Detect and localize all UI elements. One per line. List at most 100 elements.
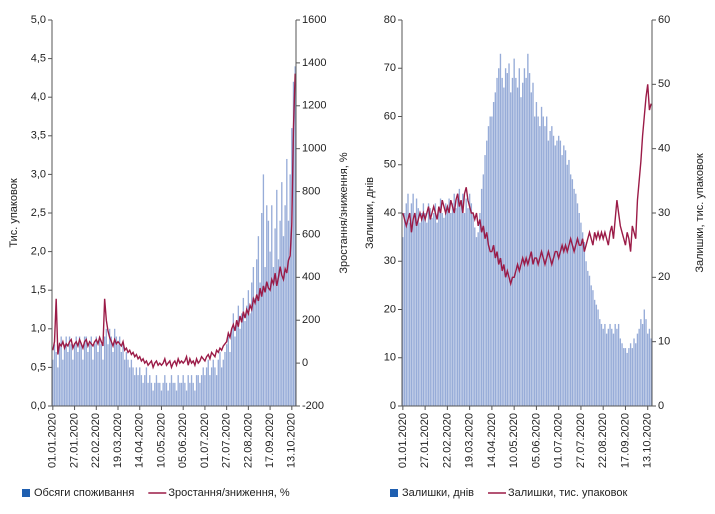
bar <box>641 323 644 406</box>
bar <box>142 382 144 406</box>
bar <box>155 375 158 406</box>
bar <box>530 92 532 406</box>
legend-label: Обсяги споживання <box>34 487 134 499</box>
bar <box>130 359 133 406</box>
bar <box>249 313 251 406</box>
bar <box>547 140 550 406</box>
y2-tick-label: 1000 <box>302 143 326 155</box>
bar <box>475 237 478 406</box>
bar <box>274 228 276 406</box>
y2-tick-label: 10 <box>658 336 670 348</box>
bar <box>220 367 223 406</box>
bar <box>140 375 143 406</box>
bar <box>417 208 419 406</box>
y-tick-label: 0 <box>390 400 396 412</box>
x-tick-label: 27.01.2020 <box>68 413 80 468</box>
bar <box>561 155 563 406</box>
bar <box>611 328 613 406</box>
bar <box>65 336 67 406</box>
y2-tick-label: 1600 <box>302 14 326 26</box>
bar <box>227 336 229 406</box>
bar <box>605 333 608 406</box>
y2-tick-label: 800 <box>302 185 320 197</box>
bar <box>563 145 565 406</box>
y2-tick-label: 30 <box>658 207 670 219</box>
bar <box>525 77 527 407</box>
bar <box>619 338 622 406</box>
bar <box>491 116 493 406</box>
bar <box>212 359 214 406</box>
bar <box>451 203 454 406</box>
bar <box>279 220 281 406</box>
bar <box>415 198 418 406</box>
y-tick-label: 50 <box>384 159 396 171</box>
bar <box>487 126 490 407</box>
x-tick-label: 22.02.2020 <box>90 413 102 468</box>
bar <box>458 188 461 406</box>
bar <box>429 208 431 406</box>
bar <box>405 203 407 406</box>
y-tick-label: 80 <box>384 14 396 26</box>
bar <box>87 351 89 406</box>
x-tick-label: 19.03.2020 <box>112 413 124 468</box>
bar <box>468 193 471 406</box>
bar <box>580 222 582 406</box>
bar <box>571 179 574 406</box>
bar <box>80 344 82 406</box>
bar <box>496 77 498 407</box>
bar <box>159 382 161 406</box>
bar <box>204 375 206 406</box>
y2-tick-label: 600 <box>302 228 320 240</box>
bar <box>145 367 148 406</box>
bar <box>508 63 510 407</box>
x-tick-label: 10.05.2020 <box>508 413 520 468</box>
bar <box>209 375 211 406</box>
bar <box>522 82 524 406</box>
bar <box>623 348 625 406</box>
bar <box>217 359 219 406</box>
bar <box>597 309 599 406</box>
bar <box>633 338 635 406</box>
bar <box>205 367 208 406</box>
bar <box>246 305 248 406</box>
bar <box>523 68 526 406</box>
bar <box>230 328 233 406</box>
bar <box>479 213 481 406</box>
bar <box>63 344 66 406</box>
bar <box>77 351 79 406</box>
bar <box>439 198 442 406</box>
bar <box>60 336 62 406</box>
bar <box>474 227 476 406</box>
bar <box>103 336 106 406</box>
bar <box>282 236 285 406</box>
bar <box>174 382 176 406</box>
bar <box>631 348 633 406</box>
bar <box>160 390 163 406</box>
bar <box>199 382 201 406</box>
bar <box>636 333 639 406</box>
bar <box>83 336 86 406</box>
bar <box>616 328 618 406</box>
bar <box>546 116 548 406</box>
bar <box>272 267 275 406</box>
bar <box>441 213 443 406</box>
bar <box>470 203 473 406</box>
bar <box>575 193 577 406</box>
x-tick-label: 14.04.2020 <box>486 413 498 468</box>
y2-tick-label: 400 <box>302 271 320 283</box>
bar <box>127 359 129 406</box>
bar <box>67 351 69 406</box>
bar <box>68 336 71 406</box>
bar <box>95 336 97 406</box>
bar <box>52 359 54 406</box>
bar <box>225 344 228 406</box>
x-tick-label: 13.10.2020 <box>286 413 298 468</box>
bar <box>149 375 151 406</box>
bar <box>194 390 196 406</box>
bar <box>247 290 250 406</box>
bar <box>292 81 295 406</box>
y-tick-label: 40 <box>384 207 396 219</box>
y-axis-label: Залишки, днів <box>364 177 376 249</box>
bar <box>232 313 234 406</box>
